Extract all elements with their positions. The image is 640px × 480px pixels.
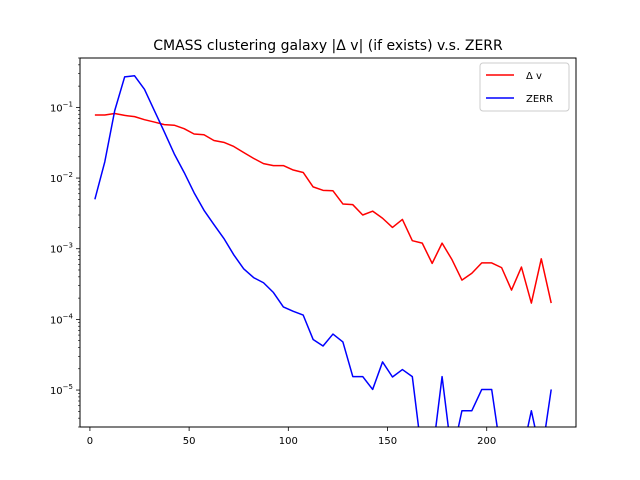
y-tick-label: 10−2 <box>50 171 73 185</box>
y-tick-label: 10−4 <box>50 312 74 326</box>
plot-frame <box>79 57 577 428</box>
legend: Δ v ZERR <box>479 62 570 112</box>
legend-box <box>479 62 570 112</box>
y-tick-label: 10−1 <box>50 100 73 114</box>
y-tick-label: 10−5 <box>50 383 73 397</box>
x-tick-label: 100 <box>279 436 298 447</box>
x-tick-label: 0 <box>87 436 93 447</box>
x-tick-label: 200 <box>477 436 496 447</box>
legend-label-zerr: ZERR <box>526 94 553 105</box>
x-tick-label: 150 <box>378 436 397 447</box>
chart-title: CMASS clustering galaxy |Δ v| (if exists… <box>153 38 503 54</box>
x-tick-label: 50 <box>183 436 196 447</box>
series-layer <box>94 75 552 427</box>
legend-label-delta-v: Δ v <box>526 71 542 82</box>
y-tick-label: 10−3 <box>50 242 73 256</box>
y-axis: 10−5 10−4 10−3 10−2 10−1 <box>50 57 80 428</box>
x-axis: 0 50 100 150 200 <box>87 427 496 447</box>
